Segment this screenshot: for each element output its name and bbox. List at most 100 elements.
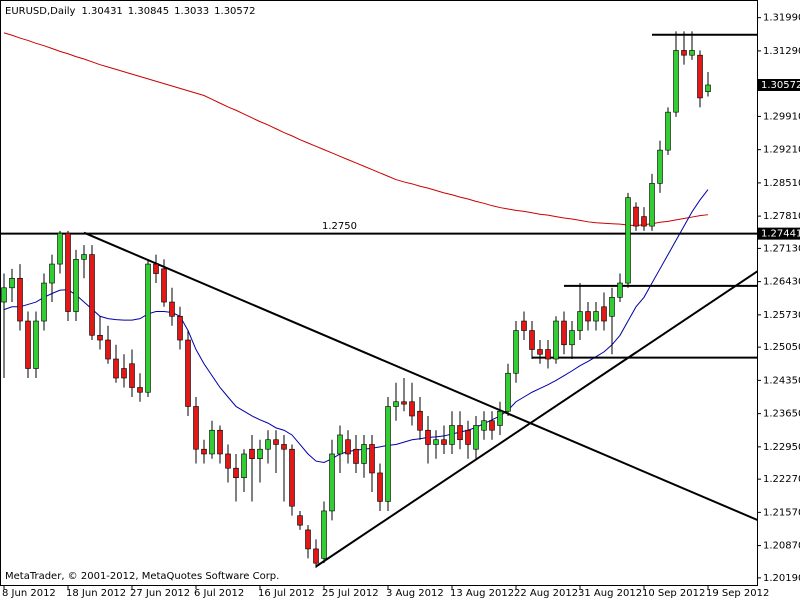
candle-body [321, 510, 327, 559]
candle-body [545, 349, 551, 360]
candle-body [409, 401, 415, 417]
y-tick-label: 1.20870 [763, 541, 800, 552]
candle-body [129, 363, 135, 388]
candle-body [481, 420, 487, 431]
candle-body [537, 349, 543, 355]
trend-line [315, 270, 757, 568]
candle-body [697, 54, 703, 99]
candle-body [169, 301, 175, 317]
candle-body [417, 410, 423, 431]
candle-body [73, 259, 79, 312]
y-tick-label: 1.22950 [763, 442, 800, 453]
candle-body [161, 268, 167, 303]
candle-body [609, 296, 615, 317]
x-tick-label: 31 Aug 2012 [578, 588, 642, 599]
candle-body [105, 339, 111, 360]
candle-body [449, 425, 455, 445]
candle-body [153, 263, 159, 274]
candle-body [681, 50, 687, 56]
x-tick-label: 27 Jun 2012 [130, 588, 190, 599]
plot-area: 1.2750 [0, 31, 757, 568]
y-tick-label: 1.20190 [763, 573, 800, 584]
x-tick-label: 8 Jun 2012 [2, 588, 56, 599]
candle-body [257, 448, 263, 460]
candle-body [433, 439, 439, 445]
high: 1.30845 [128, 6, 169, 17]
candle-body [265, 439, 271, 450]
line-price-label: 1.27441 [761, 229, 800, 240]
candle-body [505, 372, 511, 412]
candle-body [217, 429, 223, 455]
candle-body [345, 439, 351, 455]
current-price-label-box [758, 78, 800, 91]
candle-body [441, 439, 447, 445]
y-tick-label: 1.26430 [763, 277, 800, 288]
candle-body [569, 330, 575, 346]
candle-body [497, 410, 503, 426]
candle-body [393, 401, 399, 407]
candle-body [601, 306, 607, 322]
x-tick-label: 25 Jul 2012 [322, 588, 379, 599]
candle-body [473, 425, 479, 450]
candle-body [89, 254, 95, 336]
candle-body [297, 515, 303, 526]
candle-body [113, 358, 119, 379]
candle-body [25, 320, 31, 369]
x-tick-label: 22 Aug 2012 [514, 588, 578, 599]
candle-body [81, 254, 87, 260]
candle-body [457, 425, 463, 441]
candle-body [9, 278, 15, 289]
y-tick-label: 1.31290 [763, 46, 800, 57]
candle-body [385, 406, 391, 502]
candle-body [313, 548, 319, 564]
candle-body [209, 429, 215, 455]
y-tick-label: 1.25730 [763, 310, 800, 321]
y-tick-label: 1.29910 [763, 111, 800, 122]
candle-body [377, 472, 383, 502]
candle-body [561, 320, 567, 346]
candle-body [401, 401, 407, 405]
y-tick-label: 1.27130 [763, 243, 800, 254]
candle-body [241, 453, 247, 479]
candle-body [281, 444, 287, 450]
candle-body [337, 434, 343, 455]
y-tick-label: 1.27810 [763, 211, 800, 222]
candle-body [193, 406, 199, 450]
candle-body [17, 278, 23, 322]
candle-body [425, 429, 431, 445]
candle-body [41, 282, 47, 322]
candle-body [593, 311, 599, 322]
candle-body [177, 315, 183, 341]
candle-body [585, 311, 591, 322]
x-tick-label: 19 Sep 2012 [706, 588, 769, 599]
trend-line [83, 231, 757, 521]
candle-body [57, 232, 63, 265]
x-tick-label: 18 Jun 2012 [66, 588, 126, 599]
candle-body [649, 183, 655, 227]
y-tick-label: 1.29210 [763, 145, 800, 156]
candle-body [121, 368, 127, 379]
candle-body [489, 420, 495, 431]
candle-body [665, 111, 671, 151]
candle-body [465, 429, 471, 445]
candle-body [97, 334, 103, 341]
y-tick-label: 1.31990 [763, 13, 800, 24]
candle-body [529, 330, 535, 350]
x-tick-label: 16 Jul 2012 [258, 588, 315, 599]
candle-body [689, 50, 695, 56]
candle-body [329, 453, 335, 512]
annotation: 1.2750 [322, 221, 357, 232]
candle-body [185, 339, 191, 407]
candle-body [225, 453, 231, 469]
candle-body [705, 84, 711, 92]
candle-body [65, 232, 71, 312]
open: 1.30431 [81, 6, 122, 17]
candle-body [361, 444, 367, 464]
candle-body [369, 444, 375, 474]
candle-body [249, 448, 255, 460]
candle-body [617, 282, 623, 298]
y-tick-label: 1.25050 [763, 342, 800, 353]
candle-body [305, 529, 311, 550]
